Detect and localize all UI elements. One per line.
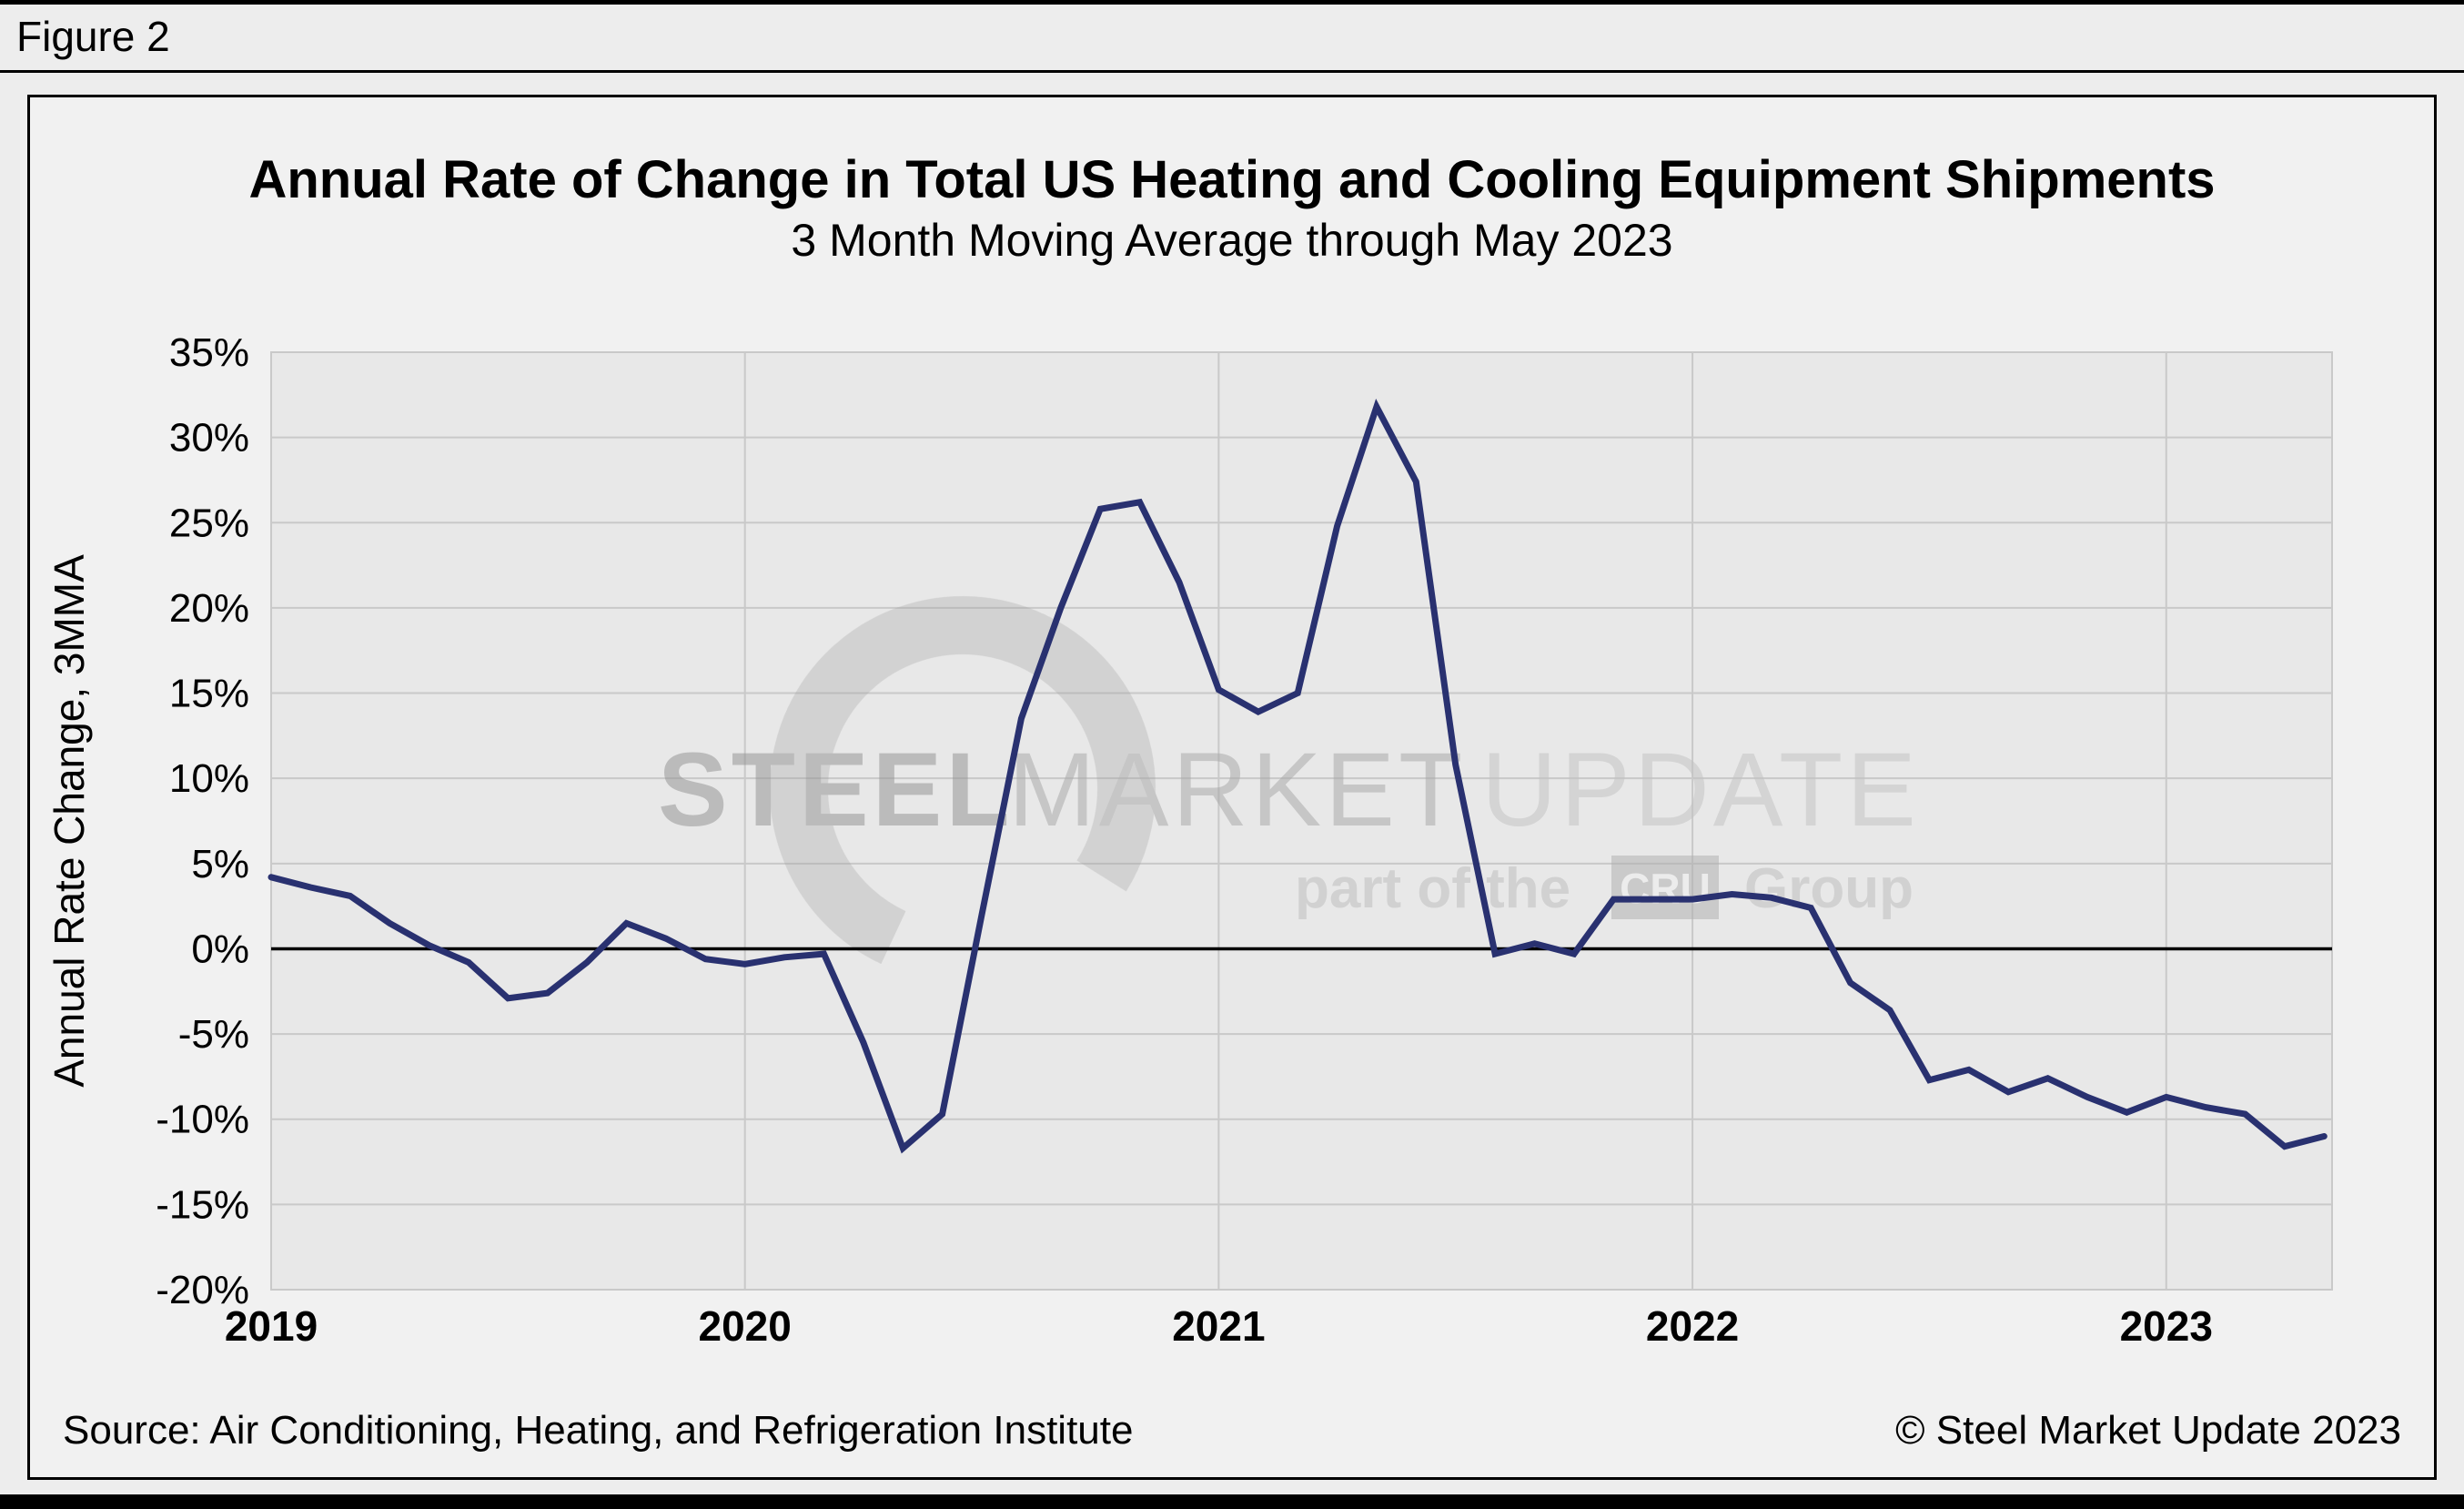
x-tick-label: 2021 [1172, 1302, 1265, 1350]
source-note: Source: Air Conditioning, Heating, and R… [63, 1408, 1134, 1453]
y-tick-label: 5% [191, 842, 249, 886]
copyright-note: © Steel Market Update 2023 [1895, 1408, 2401, 1453]
chart-subtitle: 3 Month Moving Average through May 2023 [791, 215, 1673, 266]
y-tick-label: -5% [178, 1012, 249, 1057]
figure-header: Figure 2 [0, 0, 2464, 73]
chart-title: Annual Rate of Change in Total US Heatin… [248, 150, 2216, 209]
figure-footer: Source: Air Conditioning, Heating, and R… [63, 1408, 2401, 1453]
watermark-word-market: MARKET [1008, 732, 1466, 848]
series-line [268, 398, 2328, 1154]
x-tick-label: 2019 [225, 1302, 318, 1350]
watermark-cru-box [1611, 856, 1719, 919]
watermark-swoosh-icon [770, 596, 1156, 982]
watermark-word-steel: STEEL [658, 732, 1014, 848]
line-chart: -20% -15% -10% -5% 0% 5% 10% 15% 20% 25% 30% 35% 201… [156, 330, 2333, 1350]
y-tick-label: 25% [169, 501, 249, 545]
watermark: STEEL MARKET UPDATE part of the CRU Grou… [658, 596, 1920, 982]
watermark-tagline-prefix: part of the [1295, 857, 1570, 920]
y-tick-label: 15% [169, 672, 249, 716]
y-tick-label: 35% [169, 330, 249, 375]
y-tick-label: -15% [156, 1182, 249, 1227]
chart-figure: Annual Rate of Change in Total US Heatin… [27, 95, 2437, 1480]
watermark-word-update: UPDATE [1481, 732, 1920, 848]
chart-background-layer: -20% -15% -10% -5% 0% 5% 10% 15% 20% 25% 30% 35% 201… [156, 330, 2333, 1350]
y-tick-label: 10% [169, 756, 249, 801]
y-tick-label: 20% [169, 586, 249, 631]
x-tick-label: 2020 [699, 1302, 792, 1350]
y-tick-label: 0% [191, 927, 249, 971]
chart-foreground-layer [268, 398, 2332, 1154]
y-tick-label: -20% [156, 1268, 249, 1312]
watermark-cru-label: CRU [1620, 865, 1711, 912]
watermark-tagline-suffix: Group [1744, 857, 1914, 920]
x-tick-label: 2023 [2120, 1302, 2213, 1350]
y-tick-label: -10% [156, 1098, 249, 1142]
y-tick-label: 30% [169, 416, 249, 461]
bottom-bar [0, 1494, 2464, 1509]
plot-area [270, 351, 2333, 1291]
figure-label: Figure 2 [16, 13, 170, 60]
x-tick-label: 2022 [1646, 1302, 1739, 1350]
